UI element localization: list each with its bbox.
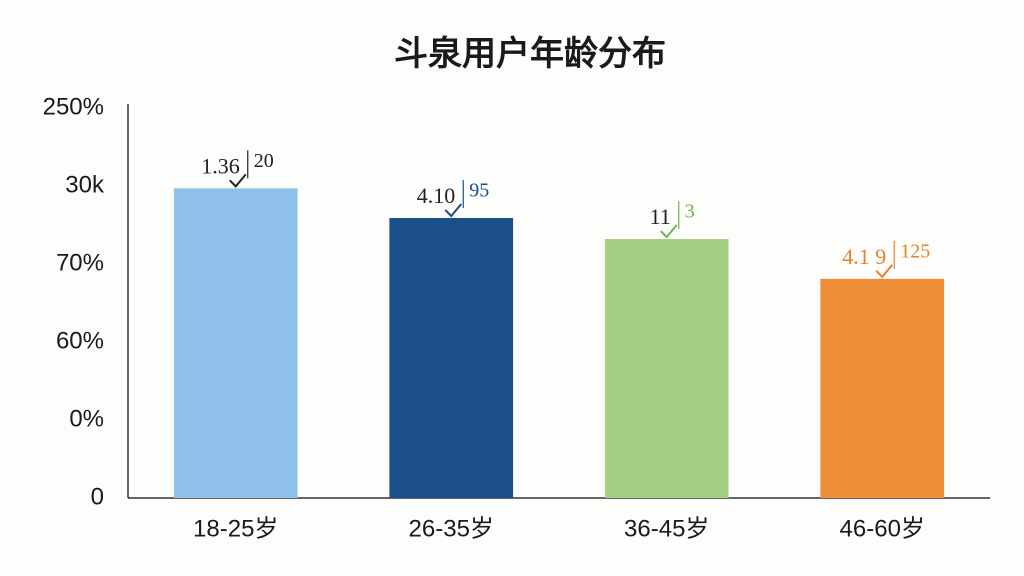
x-tick-label: 36-45岁 bbox=[624, 515, 709, 542]
y-tick-label: 60% bbox=[56, 327, 104, 354]
annotation-check bbox=[875, 264, 894, 279]
y-tick-label: 70% bbox=[56, 249, 104, 276]
x-tick-label: 26-35岁 bbox=[409, 515, 494, 542]
annotation-check bbox=[444, 203, 463, 218]
x-tick-label: 18-25岁 bbox=[193, 515, 278, 542]
chart-title: 斗泉用户年龄分布 bbox=[394, 35, 666, 73]
bar bbox=[173, 188, 298, 498]
annotation-left: 1.36 bbox=[201, 153, 240, 178]
annotation-check bbox=[229, 173, 247, 188]
annotation-right: 95 bbox=[469, 180, 489, 202]
bar bbox=[820, 278, 945, 498]
bar bbox=[604, 239, 729, 499]
y-tick-label: 250% bbox=[43, 93, 104, 120]
annotation-right: 125 bbox=[900, 240, 930, 262]
annotation-left: 11 bbox=[650, 204, 671, 229]
annotation-check bbox=[660, 224, 678, 239]
y-tick-label: 30k bbox=[65, 171, 105, 198]
x-tick-label: 46-60岁 bbox=[840, 515, 925, 542]
annotation-left: 4.1 9 bbox=[842, 244, 886, 269]
bar bbox=[389, 217, 514, 499]
annotation-right: 20 bbox=[254, 150, 274, 172]
annotation-right: 3 bbox=[685, 201, 695, 223]
annotation-left: 4.10 bbox=[417, 183, 456, 208]
y-tick-label: 0% bbox=[69, 405, 104, 432]
y-tick-label: 0 bbox=[91, 483, 104, 510]
